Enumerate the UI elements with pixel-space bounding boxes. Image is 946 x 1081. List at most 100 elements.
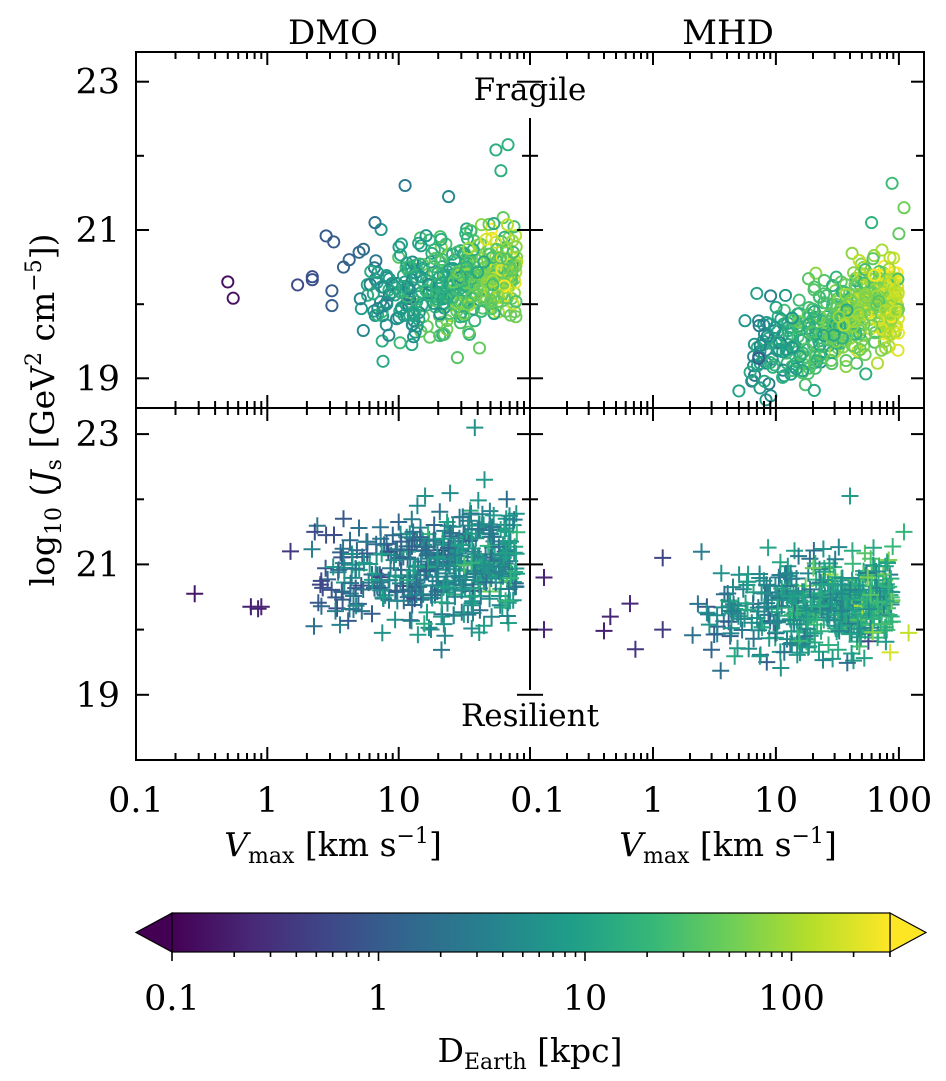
data-point-circle (464, 290, 478, 304)
data-point-plus (829, 641, 847, 659)
data-point-plus (720, 597, 738, 615)
data-point-circle (764, 289, 778, 303)
data-point-circle (460, 260, 474, 274)
data-point-plus (363, 605, 381, 623)
data-point-plus (409, 626, 427, 644)
data-point-plus (712, 662, 730, 680)
column-title-mhd: MHD (682, 13, 774, 53)
data-point-plus (722, 602, 740, 620)
data-point-plus (403, 510, 421, 528)
data-point-plus (453, 536, 471, 553)
data-point-circle (482, 217, 496, 231)
data-point-circle (380, 295, 394, 309)
data-point-plus (314, 579, 332, 597)
data-point-circle (440, 314, 454, 328)
data-point-circle (866, 252, 880, 266)
data-point-circle (883, 327, 897, 341)
data-point-circle (453, 316, 468, 330)
data-point-circle (777, 303, 791, 317)
data-point-plus (858, 564, 876, 582)
data-point-circle (891, 285, 905, 300)
data-point-plus (843, 645, 861, 662)
data-point-plus (420, 619, 438, 637)
x-tick-label: 100 (865, 781, 932, 821)
data-point-circle (376, 354, 390, 368)
data-point-plus (895, 523, 913, 541)
data-point-plus (535, 569, 553, 586)
data-point-circle (769, 300, 783, 314)
data-point-circle (850, 356, 864, 370)
data-point-circle (484, 293, 498, 307)
data-point-plus (732, 610, 750, 628)
data-point-plus (334, 591, 352, 609)
xlabel-mhd-unit: [km s (689, 825, 791, 864)
data-point-circle (366, 287, 380, 301)
data-point-plus (331, 616, 349, 634)
ylabel-unit: [GeV (23, 365, 62, 459)
data-point-plus (350, 519, 368, 537)
data-point-circle (753, 339, 767, 353)
data-point-plus (841, 487, 859, 505)
data-point-circle (812, 349, 827, 363)
data-point-plus (734, 580, 752, 598)
xlabel-dmo-unit: [km s (294, 825, 396, 864)
xlabel-dmo-base: V (224, 825, 251, 864)
data-point-circle (839, 278, 853, 292)
data-point-plus (850, 638, 868, 655)
data-point-circle (342, 253, 356, 267)
data-point-circle (392, 240, 406, 254)
data-point-plus (862, 586, 879, 604)
data-point-circle (778, 288, 793, 302)
data-point-plus (785, 611, 803, 629)
data-point-plus (499, 614, 517, 632)
data-point-circle (382, 328, 396, 342)
data-point-plus (327, 602, 344, 620)
ylabel-exp1: 2 (22, 352, 47, 366)
colorbar-extend-high (889, 911, 928, 954)
data-point-circle (802, 361, 816, 375)
data-point-circle (846, 319, 860, 333)
data-point-circle (427, 260, 441, 274)
data-point-plus (419, 558, 437, 576)
data-point-circle (471, 265, 485, 279)
data-point-circle (847, 266, 861, 280)
data-point-plus (654, 621, 672, 639)
data-point-circle (394, 237, 408, 251)
column-title-dmo: DMO (288, 13, 378, 53)
data-point-circle (891, 343, 905, 357)
data-point-circle (762, 331, 776, 345)
data-point-plus (466, 419, 484, 437)
data-point-plus (390, 513, 408, 531)
data-point-plus (830, 538, 848, 556)
data-point-plus (758, 576, 775, 594)
data-point-circle (507, 220, 521, 234)
data-point-plus (841, 625, 859, 643)
data-point-plus (406, 590, 424, 608)
data-point-circle (450, 351, 464, 365)
data-point-circle (427, 296, 441, 311)
data-point-circle (435, 276, 449, 290)
data-point-plus (773, 580, 791, 597)
data-point-circle (819, 289, 833, 303)
data-point-plus (372, 573, 390, 591)
data-point-plus (790, 547, 808, 565)
data-point-plus (804, 559, 822, 577)
data-point-plus (782, 564, 800, 582)
ylabel-var: J (23, 469, 62, 490)
data-point-circle (849, 327, 863, 341)
data-point-circle (760, 329, 774, 343)
data-point-circle (505, 263, 519, 277)
data-point-circle (853, 327, 867, 341)
data-point-plus (454, 508, 472, 526)
data-point-plus (770, 568, 788, 586)
data-point-circle (479, 232, 493, 246)
y-tick-label: 21 (75, 545, 120, 585)
data-point-circle (494, 164, 508, 178)
xlabel-mhd-base: V (619, 825, 646, 864)
data-point-plus (323, 581, 341, 599)
data-point-plus (347, 560, 365, 578)
data-point-circle (419, 229, 433, 243)
data-point-plus (869, 593, 886, 611)
data-point-plus (453, 581, 471, 599)
data-point-circle (336, 260, 351, 274)
